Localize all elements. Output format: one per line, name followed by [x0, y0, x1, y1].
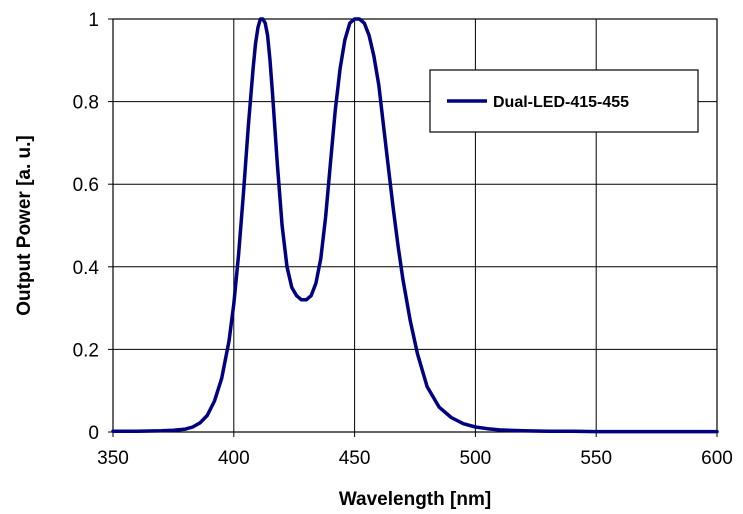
x-tick-label: 550 [580, 448, 612, 469]
y-tick-label: 0.4 [73, 258, 100, 279]
plot-area [112, 18, 718, 433]
y-tick-label: 0 [88, 423, 99, 444]
y-tick-label: 0.6 [73, 175, 99, 196]
legend: Dual-LED-415-455 [429, 69, 699, 133]
x-tick-label: 500 [460, 448, 492, 469]
x-axis-label: Wavelength [nm] [339, 489, 491, 510]
x-tick-label: 350 [97, 448, 129, 469]
series-line-dual-led-415-455 [111, 17, 719, 434]
y-tick-label: 0.8 [73, 93, 99, 114]
x-tick-label: 450 [339, 448, 371, 469]
x-axis-ticks: 350 400 450 500 550 600 [97, 432, 733, 469]
legend-label: Dual-LED-415-455 [493, 94, 629, 111]
y-tick-label: 1 [88, 10, 99, 31]
x-tick-label: 400 [218, 448, 250, 469]
y-axis-label: Output Power [a. u.] [14, 135, 35, 316]
x-tick-label: 600 [701, 448, 733, 469]
y-tick-label: 0.2 [73, 340, 99, 361]
y-axis-ticks: 0 0.2 0.4 0.6 0.8 1 [73, 10, 113, 444]
